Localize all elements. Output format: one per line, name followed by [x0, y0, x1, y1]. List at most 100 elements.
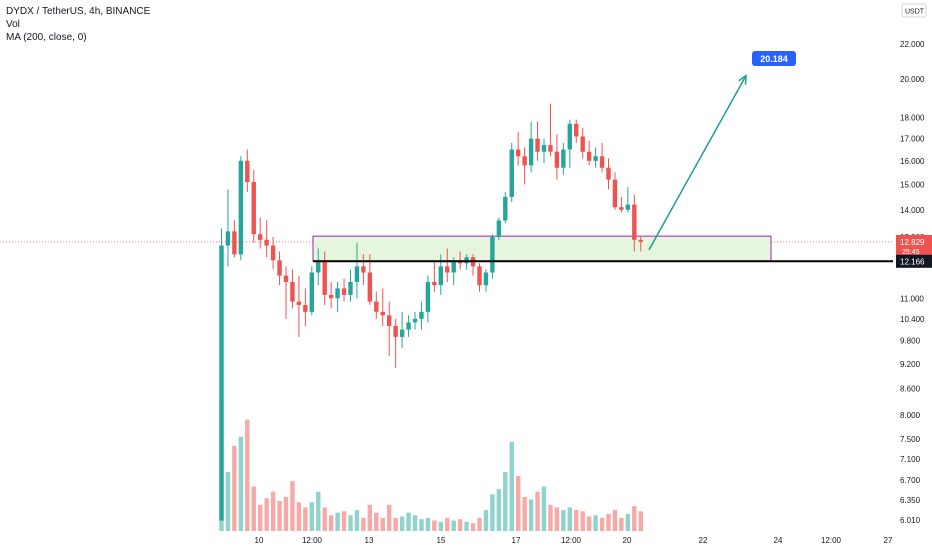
candle-body[interactable]	[270, 245, 276, 261]
candle-body[interactable]	[528, 138, 534, 166]
price-axis-label: 7.100	[900, 455, 921, 464]
candle-body[interactable]	[264, 239, 269, 246]
candle-body[interactable]	[483, 272, 489, 286]
volume-bar	[232, 445, 237, 531]
candle-body[interactable]	[309, 272, 314, 312]
candle-body[interactable]	[277, 260, 282, 276]
current-price-badge[interactable]	[896, 235, 932, 256]
time-axis-label: 13	[365, 536, 374, 545]
candle-body[interactable]	[225, 231, 231, 246]
candle-body[interactable]	[303, 304, 308, 312]
candle-body[interactable]	[535, 138, 540, 152]
candle-body[interactable]	[632, 204, 637, 240]
volume-bar	[399, 516, 405, 531]
candle-body[interactable]	[496, 220, 502, 237]
candle-body[interactable]	[464, 257, 469, 264]
volume-bar	[296, 502, 302, 531]
candle-body[interactable]	[625, 204, 631, 210]
candle-body[interactable]	[374, 301, 379, 312]
price-axis-label: 18.000	[900, 114, 925, 123]
candle-body[interactable]	[348, 281, 353, 295]
moving-average-label[interactable]: MA (200, close, 0)	[6, 32, 87, 43]
candle-body[interactable]	[232, 231, 237, 255]
price-axis-label: 9.200	[900, 360, 921, 369]
candle-body[interactable]	[509, 149, 514, 197]
projection-arrow[interactable]	[648, 75, 747, 251]
candle-body[interactable]	[238, 160, 244, 255]
candle-body[interactable]	[219, 245, 224, 521]
candle-body[interactable]	[580, 136, 585, 152]
price-axis-label: 17.000	[900, 135, 925, 144]
candle-body[interactable]	[586, 151, 592, 161]
volume-bar	[509, 441, 514, 531]
candle-body[interactable]	[606, 167, 611, 180]
candle-body[interactable]	[638, 239, 643, 242]
volume-bar	[277, 500, 282, 531]
currency-badge[interactable]	[901, 3, 927, 18]
candle-body[interactable]	[354, 266, 360, 282]
candle-body[interactable]	[599, 156, 605, 168]
candle-body[interactable]	[490, 236, 495, 273]
candle-body[interactable]	[541, 145, 547, 152]
candle-body[interactable]	[328, 294, 334, 299]
candle-body[interactable]	[516, 149, 521, 157]
candle-body[interactable]	[367, 272, 373, 302]
volume-bar	[638, 511, 643, 531]
candle-body[interactable]	[380, 311, 385, 316]
volume-bar	[438, 521, 443, 531]
support-zone[interactable]	[312, 235, 772, 262]
candle-body[interactable]	[619, 207, 624, 210]
volume-bar	[361, 517, 366, 531]
candle-body[interactable]	[406, 322, 411, 330]
candle-body[interactable]	[438, 266, 443, 286]
candle-body[interactable]	[258, 234, 263, 240]
candle-body[interactable]	[554, 151, 560, 168]
candle-body[interactable]	[296, 301, 302, 305]
price-axis-label: 14.000	[900, 206, 925, 215]
candle-body[interactable]	[322, 260, 327, 295]
candle-body[interactable]	[567, 123, 572, 150]
candle-body[interactable]	[503, 196, 508, 221]
candle-body[interactable]	[316, 260, 321, 273]
target-price-badge[interactable]	[752, 51, 796, 66]
volume-bar	[341, 511, 347, 531]
candle-body[interactable]	[393, 325, 398, 337]
candle-body[interactable]	[361, 266, 366, 273]
volume-bar	[535, 491, 540, 531]
candle-body[interactable]	[251, 182, 256, 235]
candle-body[interactable]	[612, 179, 618, 208]
volume-bar	[445, 517, 450, 531]
candle-body[interactable]	[574, 123, 579, 137]
candle-body[interactable]	[477, 266, 482, 286]
symbol-title[interactable]: DYDX / TetherUS, 4h, BINANCE	[6, 6, 151, 17]
candle-body[interactable]	[561, 149, 566, 168]
price-axis-label: 11.000	[900, 294, 924, 303]
candle-body[interactable]	[399, 329, 405, 337]
candle-body[interactable]	[522, 156, 527, 166]
volume-indicator-label[interactable]: Vol	[6, 19, 20, 30]
candle-body[interactable]	[432, 281, 437, 286]
candle-body[interactable]	[290, 281, 295, 302]
candle-body[interactable]	[425, 281, 431, 312]
volume-bar	[574, 510, 579, 531]
price-axis-label: 15.000	[900, 180, 925, 189]
candle-body[interactable]	[445, 266, 450, 273]
volume-bar	[258, 504, 263, 531]
candle-body[interactable]	[548, 145, 553, 152]
volume-bar	[425, 517, 431, 531]
volume-bar	[541, 486, 547, 531]
candle-body[interactable]	[451, 260, 456, 273]
candle-body[interactable]	[245, 160, 250, 183]
time-axis-label: 27	[884, 536, 893, 545]
candle-body[interactable]	[412, 318, 418, 323]
candle-body[interactable]	[593, 156, 598, 161]
candle-body[interactable]	[283, 275, 289, 282]
support-price-badge[interactable]	[896, 254, 932, 268]
volume-bar	[586, 516, 592, 531]
candle-body[interactable]	[387, 315, 392, 326]
candle-body[interactable]	[341, 288, 347, 295]
candle-body[interactable]	[419, 311, 424, 319]
candle-body[interactable]	[335, 288, 340, 299]
